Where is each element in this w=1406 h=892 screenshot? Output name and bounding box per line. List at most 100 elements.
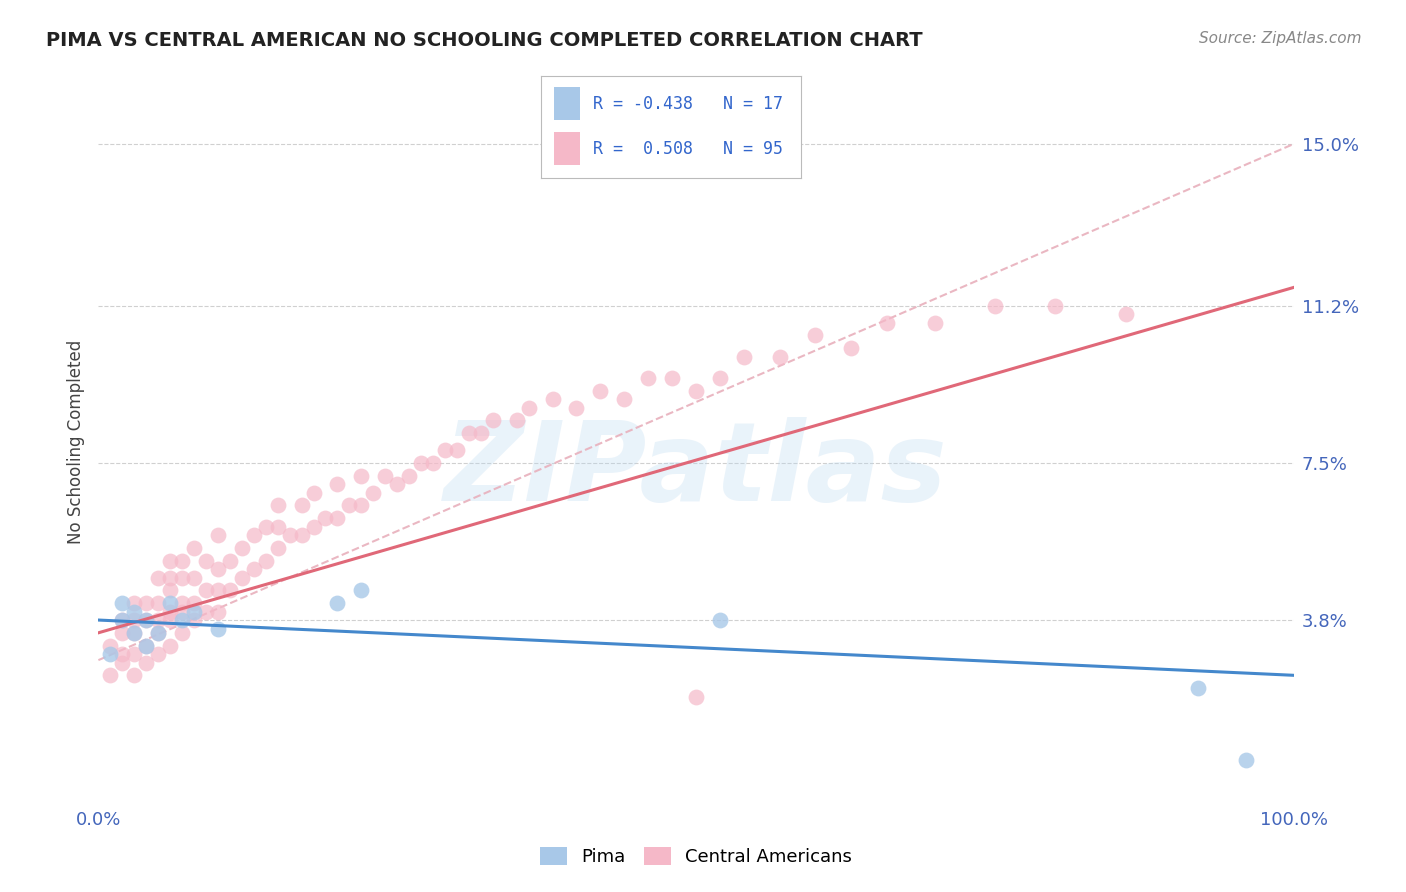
Point <box>111 647 134 661</box>
Point <box>124 596 146 610</box>
Point <box>291 498 314 512</box>
Point <box>267 519 290 533</box>
Point <box>172 570 194 584</box>
Point <box>709 371 731 385</box>
Point <box>565 401 588 415</box>
Point <box>458 425 481 440</box>
Point <box>111 596 134 610</box>
Point <box>470 425 492 440</box>
Y-axis label: No Schooling Completed: No Schooling Completed <box>66 340 84 543</box>
Point <box>98 668 122 682</box>
Text: R = -0.438   N = 17: R = -0.438 N = 17 <box>593 95 783 112</box>
Point <box>148 613 170 627</box>
Point <box>709 613 731 627</box>
Point <box>183 605 205 619</box>
Point <box>231 541 253 555</box>
Point <box>541 392 564 406</box>
Point <box>339 498 361 512</box>
Point <box>350 468 373 483</box>
Point <box>984 299 1007 313</box>
Point <box>326 511 349 525</box>
Point <box>159 583 181 598</box>
Point <box>124 613 146 627</box>
Point <box>124 647 146 661</box>
Point <box>434 443 457 458</box>
Point <box>172 553 194 567</box>
Text: ZIPatlas: ZIPatlas <box>444 417 948 524</box>
Point <box>148 570 170 584</box>
Point <box>302 485 325 500</box>
Legend: Pima, Central Americans: Pima, Central Americans <box>533 839 859 873</box>
Point <box>159 605 181 619</box>
Point <box>267 498 290 512</box>
Point <box>350 498 373 512</box>
Point <box>398 468 420 483</box>
Point <box>637 371 659 385</box>
Point <box>267 541 290 555</box>
Point <box>124 668 146 682</box>
Point <box>1115 307 1137 321</box>
Point <box>172 605 194 619</box>
Point <box>195 583 218 598</box>
Point <box>135 639 157 653</box>
Point <box>613 392 636 406</box>
Point <box>385 477 409 491</box>
Point <box>195 605 218 619</box>
Point <box>159 570 181 584</box>
Point <box>661 371 683 385</box>
Bar <box>554 87 581 120</box>
Point <box>111 656 134 670</box>
Point <box>219 583 242 598</box>
Point <box>148 625 170 640</box>
Point <box>446 443 468 458</box>
Point <box>148 596 170 610</box>
Point <box>159 596 181 610</box>
Point <box>243 528 266 542</box>
Point <box>159 553 181 567</box>
Point <box>98 647 122 661</box>
Point <box>124 625 146 640</box>
Point <box>350 583 373 598</box>
Point <box>481 413 505 427</box>
Point <box>278 528 301 542</box>
Bar <box>554 132 581 165</box>
Point <box>124 605 146 619</box>
Point <box>135 656 157 670</box>
Point <box>326 477 349 491</box>
Point <box>506 413 529 427</box>
Point <box>183 570 205 584</box>
Point <box>207 622 229 636</box>
Point <box>374 468 396 483</box>
Point <box>135 613 157 627</box>
Point <box>291 528 314 542</box>
Point <box>135 613 157 627</box>
Point <box>111 625 134 640</box>
Text: R =  0.508   N = 95: R = 0.508 N = 95 <box>593 140 783 158</box>
Point <box>231 570 253 584</box>
Point <box>207 562 229 576</box>
Text: PIMA VS CENTRAL AMERICAN NO SCHOOLING COMPLETED CORRELATION CHART: PIMA VS CENTRAL AMERICAN NO SCHOOLING CO… <box>46 31 922 50</box>
Point <box>685 690 707 704</box>
Point <box>172 596 194 610</box>
Point <box>207 605 229 619</box>
Point <box>363 485 385 500</box>
Point <box>1234 753 1257 767</box>
Point <box>124 625 146 640</box>
Point <box>207 528 229 542</box>
Point <box>1187 681 1209 695</box>
Point <box>841 341 863 355</box>
Point <box>135 639 157 653</box>
Point <box>1043 299 1066 313</box>
Point <box>876 316 898 330</box>
Point <box>254 519 277 533</box>
Point <box>111 613 134 627</box>
Point <box>172 625 194 640</box>
Point <box>183 596 205 610</box>
Point <box>135 596 157 610</box>
Point <box>768 350 790 364</box>
Point <box>804 328 827 343</box>
Point <box>172 613 194 627</box>
Point <box>183 541 205 555</box>
Point <box>924 316 946 330</box>
Point <box>315 511 337 525</box>
